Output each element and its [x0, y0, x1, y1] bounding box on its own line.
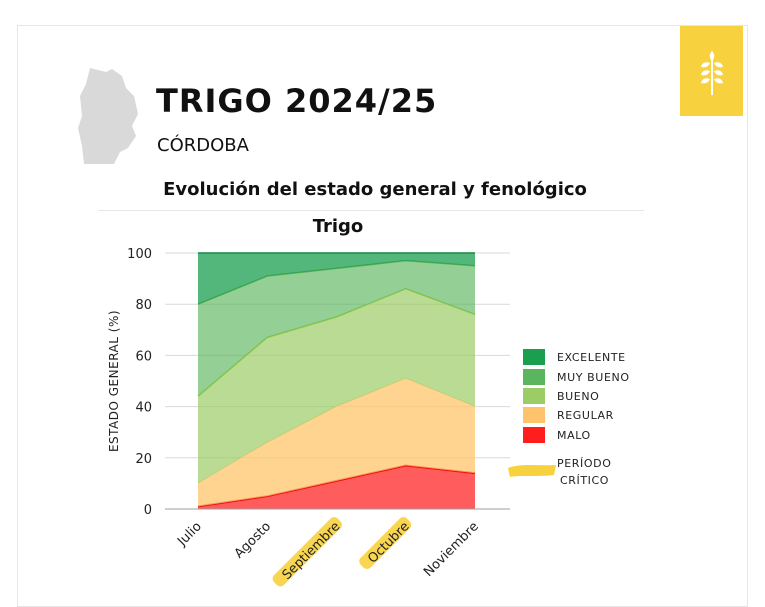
x-tick-label: Julio — [174, 519, 205, 550]
y-tick-label: 100 — [127, 247, 152, 262]
area-muy-bueno — [198, 260, 475, 397]
legend-swatch — [523, 427, 545, 443]
crop-badge — [680, 26, 743, 116]
legend-label: MALO — [557, 429, 591, 442]
y-tick-label: 60 — [135, 349, 152, 364]
y-axis-label: ESTADO GENERAL (%) — [107, 310, 121, 452]
legend-label: REGULAR — [557, 409, 614, 422]
wheat-icon — [700, 51, 723, 95]
legend-swatch-critical — [508, 465, 556, 477]
y-tick-label: 80 — [135, 298, 152, 313]
area-regular — [198, 378, 475, 507]
report-card: TRIGO 2024/25 CÓRDOBA Evolución del esta… — [17, 25, 748, 607]
area-malo — [198, 465, 475, 509]
area-excelente — [198, 253, 475, 305]
legend-label-critical: PERÍODO — [557, 457, 611, 470]
critical-highlight — [272, 517, 342, 587]
legend-label: EXCELENTE — [557, 351, 626, 364]
section-title: Evolución del estado general y fenológic… — [163, 179, 587, 200]
legend-swatch — [523, 369, 545, 385]
x-tick-label: Agosto — [232, 519, 274, 561]
legend-label: BUENO — [557, 390, 599, 403]
page-title: TRIGO 2024/25 — [156, 82, 438, 120]
x-tick-label: Septiembre — [280, 519, 344, 583]
critical-highlight — [359, 517, 412, 570]
y-tick-label: 0 — [144, 503, 152, 518]
area-bueno — [198, 288, 475, 484]
region-label: CÓRDOBA — [157, 135, 249, 156]
legend-label-critical: CRÍTICO — [560, 474, 609, 487]
chart-title: Trigo — [313, 216, 364, 237]
y-tick-label: 40 — [135, 401, 152, 416]
legend-swatch — [523, 388, 545, 404]
legend-label: MUY BUENO — [557, 371, 630, 384]
legend-swatch — [523, 349, 545, 365]
divider — [98, 210, 644, 211]
cordoba-map-icon — [78, 68, 138, 164]
y-tick-label: 20 — [135, 452, 152, 467]
legend-swatch — [523, 407, 545, 423]
x-tick-label: Octubre — [365, 519, 412, 566]
x-tick-label: Noviembre — [421, 519, 482, 580]
